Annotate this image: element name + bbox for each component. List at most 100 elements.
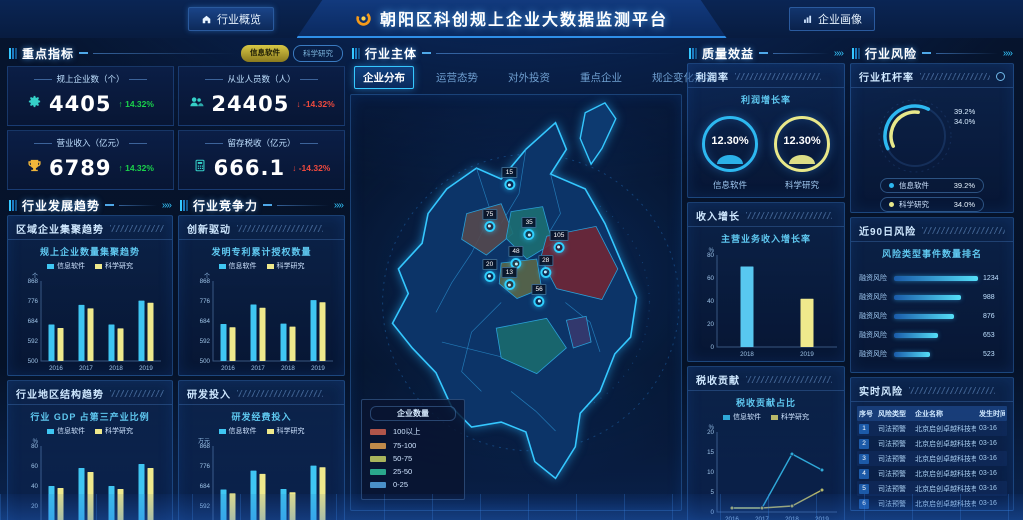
svg-text:%: % xyxy=(709,248,715,254)
risk-bar-value: 988 xyxy=(983,293,995,301)
chart-title: 利润增长率 xyxy=(740,95,791,105)
risk-table-row[interactable]: 2司法预警北京启创卓越科技有限公司03-16 xyxy=(857,436,1007,451)
chart-title: 研发经费投入 xyxy=(231,412,292,422)
indicator-value: 666.1 xyxy=(213,156,286,180)
risk-bar-label: 融资风险 xyxy=(859,294,887,301)
svg-text:2017: 2017 xyxy=(251,365,265,372)
svg-text:2017: 2017 xyxy=(755,516,769,520)
risk-bar-label: 融资风险 xyxy=(859,351,887,358)
chart-gdp-share: 行业 GDP 占第三产业比例信息软件科学研究%02040608020162017… xyxy=(8,405,172,520)
svg-text:868: 868 xyxy=(28,278,39,285)
panel-leverage: 行业杠杆率 39.2% 34.0% 信息软件 39.2% 科学研究 34.0% xyxy=(850,63,1014,213)
chart-title: 规上企业数量集聚趋势 xyxy=(39,247,140,257)
trend-more-button[interactable]: »» xyxy=(161,199,172,211)
svg-text:0: 0 xyxy=(711,344,715,351)
risk-bar-row[interactable]: 融资风险 988 xyxy=(859,292,1005,302)
risk-bar-row[interactable]: 融资风险 876 xyxy=(859,311,1005,321)
risk-table-row[interactable]: 3司法预警北京启创卓越科技有限公司03-16 xyxy=(857,451,1007,466)
map-marker-20[interactable]: 20 xyxy=(481,258,498,282)
map-marker-13[interactable]: 13 xyxy=(501,267,518,291)
svg-text:%: % xyxy=(33,439,39,445)
risk-bar xyxy=(894,275,978,281)
map-legend-item-4: 0-25 xyxy=(370,480,456,489)
indicator-card-title: 从业人员数（人） xyxy=(227,74,296,84)
risk-table-row[interactable]: 6司法预警北京启创卓越科技有限公司03-16 xyxy=(857,496,1007,510)
panel-region-agglomeration: 区域企业集聚趋势 规上企业数量集聚趋势 信息软件 科学研究个 500 592 684 776… xyxy=(7,215,173,376)
map-marker-48[interactable]: 48 xyxy=(508,246,524,270)
risk-table-row[interactable]: 5司法预警北京启创卓越科技有限公司03-16 xyxy=(857,481,1007,496)
map-marker-28[interactable]: 28 xyxy=(538,254,554,278)
district-map[interactable]: 15 75 35 105 48 20 28 13 56 企业数量 100以上 75-100 50-75… xyxy=(350,94,682,511)
panel-profit-rate: 利润率 利润增长率 12.30% 信息软件 12.30% 科学研究 xyxy=(687,63,845,198)
gauge-label: 信息软件 xyxy=(712,180,747,190)
indicator-tag-0[interactable]: 信息软件 xyxy=(241,44,289,62)
legend-item: 科学研究 xyxy=(771,412,809,422)
tab-2[interactable]: 对外投资 xyxy=(508,72,550,84)
compete-more-button[interactable]: »» xyxy=(333,199,344,211)
info-icon[interactable] xyxy=(996,72,1005,81)
tab-1[interactable]: 运营态势 xyxy=(436,72,478,84)
section-risk: 行业风险 »» xyxy=(850,43,1014,63)
risk-bar xyxy=(894,313,954,319)
svg-text:40: 40 xyxy=(707,298,714,305)
risk90-bars: 融资风险 1234 融资风险 988 融资风险 876 融资风险 653 融资风险 523 xyxy=(851,260,1013,372)
svg-text:0: 0 xyxy=(711,509,715,516)
gauge-row: 12.30% 信息软件 12.30% 科学研究 xyxy=(688,106,844,197)
nav-industry-overview[interactable]: 行业概览 xyxy=(188,7,274,31)
key-indicators-title: 重点指标 xyxy=(22,46,75,61)
svg-text:592: 592 xyxy=(28,338,39,345)
svg-text:2017: 2017 xyxy=(79,365,93,372)
trophy-icon xyxy=(27,158,42,178)
gauge-0: 12.30% 信息软件 xyxy=(702,116,758,191)
svg-text:2016: 2016 xyxy=(221,365,235,372)
left-column: 重点指标 信息软件 科学研究 规上企业数（个） 4405 ↑ 14.32% 从业人员数（… xyxy=(7,43,345,520)
hatch-decoration xyxy=(237,390,323,397)
map-marker-56[interactable]: 56 xyxy=(531,283,547,307)
calculator-icon xyxy=(193,158,207,178)
tab-0[interactable]: 企业分布 xyxy=(354,66,414,89)
risk-bar-row[interactable]: 融资风险 1234 xyxy=(859,273,1005,283)
nav-enterprise-portrait[interactable]: 企业画像 xyxy=(789,7,875,31)
compete-subcolumn: 行业竞争力 »» 创新驱动 发明专利累计授权数量 信息软件 科学研究个 500 592 6… xyxy=(178,195,345,520)
map-legend-item-2: 50-75 xyxy=(370,454,456,463)
pin-icon xyxy=(533,295,545,307)
donut-legend-item-0: 信息软件 39.2% xyxy=(880,178,984,193)
map-marker-75[interactable]: 75 xyxy=(481,208,498,232)
risk-bar-row[interactable]: 融资风险 653 xyxy=(859,330,1005,340)
section-industry-trend: 行业发展趋势 »» xyxy=(7,195,173,215)
risk-title: 行业风险 xyxy=(865,46,918,61)
map-legend-item-3: 25-50 xyxy=(370,467,456,476)
svg-text:868: 868 xyxy=(199,278,210,285)
map-legend-title: 企业数量 xyxy=(370,406,456,421)
nav-left-label: 行业概览 xyxy=(217,14,261,26)
legend-item: 科学研究 xyxy=(95,426,133,436)
risk-table-row[interactable]: 4司法预警北京启创卓越科技有限公司03-16 xyxy=(857,466,1007,481)
risk-bar-row[interactable]: 融资风险 523 xyxy=(859,349,1005,359)
panel-rnd-investment: 研发投入 研发经费投入信息软件科学研究万元5005926847768682016… xyxy=(178,380,345,520)
marker-value: 15 xyxy=(501,167,518,179)
svg-text:%: % xyxy=(709,425,715,431)
map-marker-15[interactable]: 15 xyxy=(501,167,518,191)
risk-bar xyxy=(894,332,939,338)
svg-text:2018: 2018 xyxy=(109,365,123,372)
tab-3[interactable]: 重点企业 xyxy=(580,72,622,84)
row-index: 5 xyxy=(859,483,869,494)
risk-more-button[interactable]: »» xyxy=(1002,47,1013,59)
quality-more-button[interactable]: »» xyxy=(833,47,844,59)
indicator-tag-1[interactable]: 科学研究 xyxy=(293,44,343,62)
map-marker-105[interactable]: 105 xyxy=(549,229,569,253)
hatch-decoration xyxy=(922,227,1005,234)
chart-title: 税收贡献占比 xyxy=(735,398,796,408)
svg-text:592: 592 xyxy=(199,338,210,345)
panel-title: 研发投入 xyxy=(187,390,231,401)
svg-text:万元: 万元 xyxy=(197,438,209,445)
panel-title: 行业杠杆率 xyxy=(859,73,914,84)
chart-rnd: 研发经费投入信息软件科学研究万元500592684776868201620172… xyxy=(179,405,344,520)
gauge-ring: 12.30% xyxy=(774,116,830,172)
risk-table-row[interactable]: 1司法预警北京启创卓越科技有限公司03-16 xyxy=(857,421,1007,436)
map-marker-35[interactable]: 35 xyxy=(521,217,537,241)
pin-icon xyxy=(484,270,496,282)
svg-text:592: 592 xyxy=(199,503,210,510)
indicator-card-title: 留存税收（亿元） xyxy=(227,138,296,148)
donut-wrap: 39.2% 34.0% xyxy=(851,88,1013,176)
